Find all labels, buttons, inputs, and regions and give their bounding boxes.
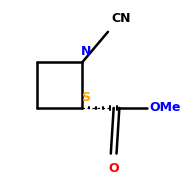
Text: O: O [108, 162, 119, 175]
Text: OMe: OMe [150, 101, 181, 114]
Text: CN: CN [112, 12, 131, 25]
Text: S: S [81, 91, 90, 104]
Text: N: N [81, 46, 92, 58]
